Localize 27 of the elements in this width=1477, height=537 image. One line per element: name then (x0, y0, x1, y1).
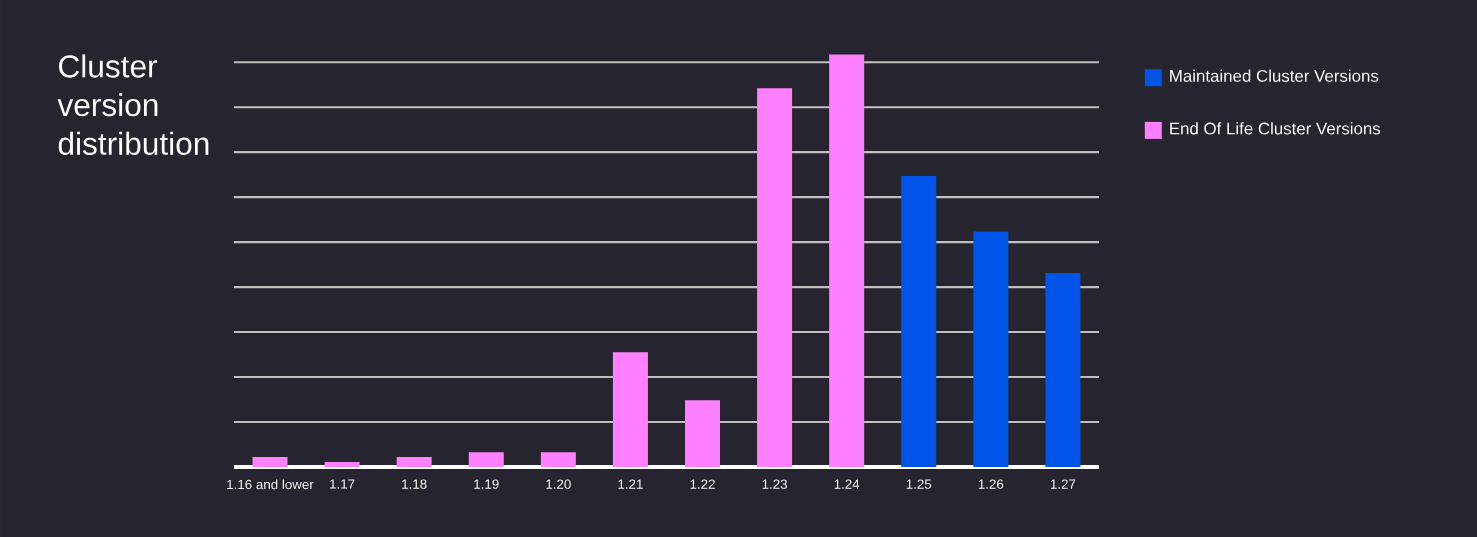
x-tick-label: 1.26 (978, 479, 1004, 489)
x-tick-label: 1.20 (546, 479, 571, 489)
bar (757, 88, 793, 467)
legend-label: Maintained Cluster Versions (1170, 69, 1379, 82)
x-tick-label: 1.27 (1050, 479, 1076, 489)
x-tick-label: 1.23 (762, 479, 787, 489)
x-tick-label: 1.24 (834, 479, 860, 489)
bar (973, 231, 1009, 467)
bar (540, 452, 576, 467)
bar (324, 462, 360, 467)
bar (829, 54, 865, 467)
x-tick-label: 1.18 (402, 479, 427, 489)
x-tick-label: 1.19 (474, 479, 499, 489)
x-tick-label: 1.17 (330, 479, 355, 489)
bar (396, 457, 432, 467)
x-tick-label: 1.21 (618, 479, 643, 489)
bar (901, 176, 937, 467)
text: Cluster version distribution (57, 54, 209, 155)
x-tick-label: 1.16 and lower (227, 479, 314, 490)
bar (468, 452, 504, 467)
x-tick-label: 1.22 (690, 479, 715, 489)
bar (685, 400, 721, 467)
legend-label: End Of Life Cluster Versions (1170, 122, 1381, 135)
bar (252, 457, 288, 467)
bar (1045, 273, 1081, 467)
bar (612, 352, 648, 467)
x-tick-label: 1.25 (906, 479, 932, 489)
